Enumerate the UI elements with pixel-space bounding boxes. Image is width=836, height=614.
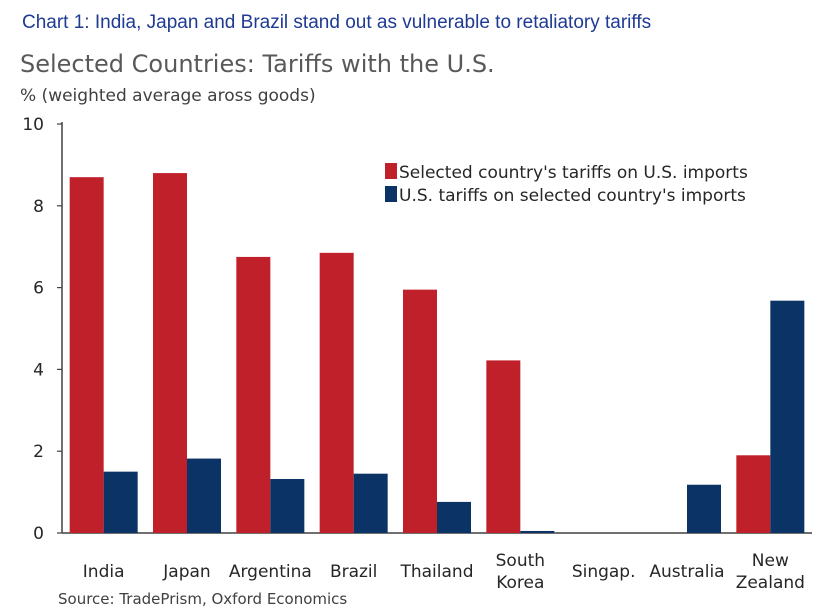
legend-label: U.S. tariffs on selected country's impor… <box>399 186 746 206</box>
x-tick-label: Brazil <box>330 562 377 582</box>
x-tick-label: New Zealand <box>736 551 805 593</box>
x-tick-label: Japan <box>162 562 210 582</box>
bar-country-tariff <box>153 173 187 533</box>
legend-swatch <box>385 163 397 179</box>
bar-us-tariff <box>353 473 388 533</box>
bar-us-tariff <box>770 300 805 533</box>
y-tick-label: 8 <box>33 197 44 217</box>
legend-label: Selected country's tariffs on U.S. impor… <box>399 163 748 183</box>
y-tick-label: 10 <box>22 115 44 135</box>
bar-us-tariff <box>103 471 138 533</box>
bar-country-tariff <box>486 360 521 533</box>
y-tick-label: 2 <box>33 442 44 462</box>
bar-country-tariff <box>236 256 271 533</box>
x-tick-label: Australia <box>649 562 724 582</box>
bar-us-tariff <box>687 484 721 533</box>
bar-us-tariff <box>270 479 305 533</box>
bar-us-tariff <box>520 530 555 533</box>
legend-swatch <box>385 186 397 202</box>
bar-country-tariff <box>736 455 771 533</box>
x-tick-label: Singap. <box>572 562 636 582</box>
y-axis-label: % (weighted average aross goods) <box>20 86 316 106</box>
y-tick-label: 0 <box>33 524 44 544</box>
bar-country-tariff <box>69 177 104 534</box>
y-tick-label: 6 <box>33 279 44 299</box>
chart-headline: Chart 1: India, Japan and Brazil stand o… <box>22 12 652 33</box>
chart-source: Source: TradePrism, Oxford Economics <box>58 590 348 608</box>
x-tick-label: Argentina <box>229 562 312 582</box>
y-tick-label: 4 <box>33 360 44 380</box>
x-tick-label: India <box>83 562 125 582</box>
bar-us-tariff <box>437 501 471 533</box>
chart-title: Selected Countries: Tariffs with the U.S… <box>20 50 495 78</box>
bar-country-tariff <box>403 289 437 533</box>
x-tick-label: Thailand <box>399 562 473 582</box>
x-tick-label: South Korea <box>496 551 545 593</box>
bar-country-tariff <box>319 252 354 533</box>
bar-us-tariff <box>187 458 221 533</box>
